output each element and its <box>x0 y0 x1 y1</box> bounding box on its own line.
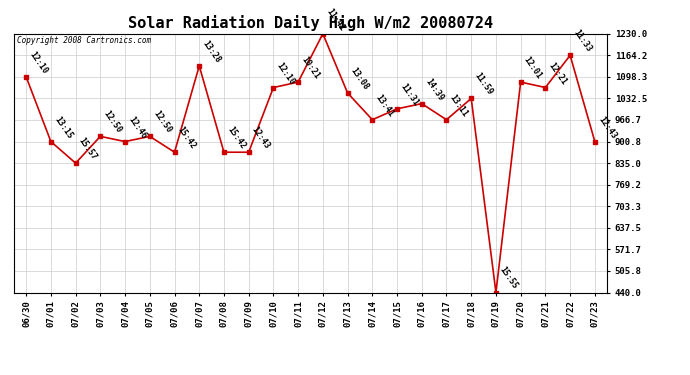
Text: 12:01: 12:01 <box>522 55 544 81</box>
Text: 12:50: 12:50 <box>151 110 173 135</box>
Text: 13:28: 13:28 <box>201 39 222 64</box>
Text: 13:11: 13:11 <box>448 93 470 118</box>
Text: 15:57: 15:57 <box>77 136 99 162</box>
Text: 12:50: 12:50 <box>101 110 124 135</box>
Text: 12:10: 12:10 <box>28 50 49 75</box>
Text: 13:15: 13:15 <box>52 114 74 140</box>
Text: 11:59: 11:59 <box>473 71 494 97</box>
Text: 11:31: 11:31 <box>398 82 420 107</box>
Text: 15:55: 15:55 <box>497 266 519 291</box>
Text: 11:41: 11:41 <box>324 7 346 32</box>
Text: 12:43: 12:43 <box>596 114 618 140</box>
Text: 13:41: 13:41 <box>374 93 395 118</box>
Text: 15:42: 15:42 <box>226 125 247 151</box>
Text: 10:21: 10:21 <box>299 55 322 81</box>
Text: 12:10: 12:10 <box>275 60 297 86</box>
Text: 14:39: 14:39 <box>423 76 445 102</box>
Text: Copyright 2008 Cartronics.com: Copyright 2008 Cartronics.com <box>17 36 151 45</box>
Text: 15:42: 15:42 <box>176 125 197 151</box>
Title: Solar Radiation Daily High W/m2 20080724: Solar Radiation Daily High W/m2 20080724 <box>128 15 493 31</box>
Text: 12:21: 12:21 <box>546 60 569 86</box>
Text: 12:43: 12:43 <box>250 125 272 151</box>
Text: 11:33: 11:33 <box>571 28 593 54</box>
Text: 12:46: 12:46 <box>126 114 148 140</box>
Text: 13:08: 13:08 <box>349 66 371 92</box>
